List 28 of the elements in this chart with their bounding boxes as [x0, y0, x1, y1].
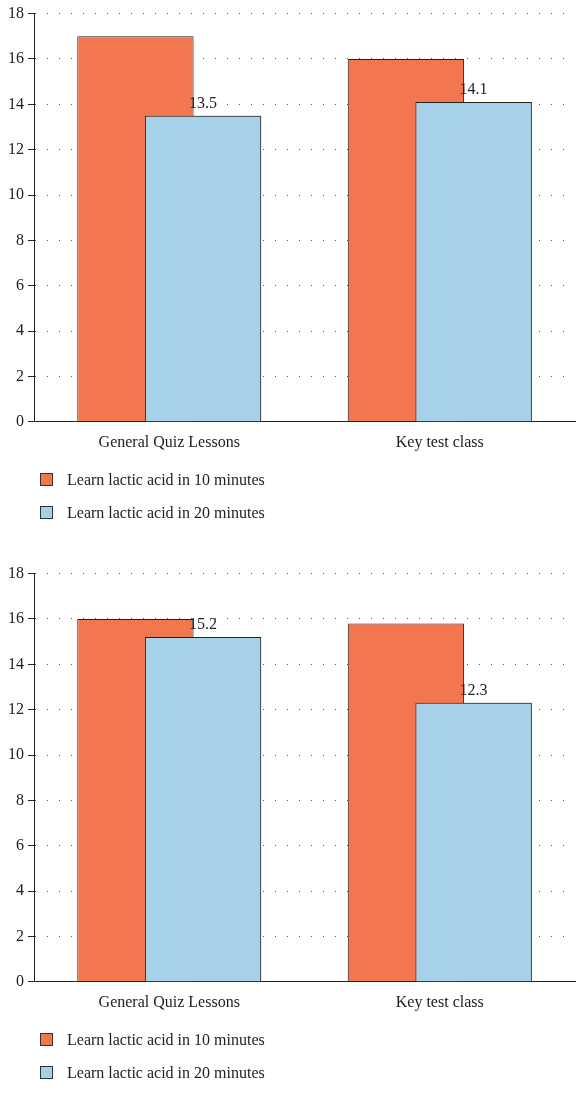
y-tick-label: 18: [8, 563, 24, 581]
y-tick-label: 12: [8, 699, 24, 717]
x-tick-label: Key test class: [395, 432, 484, 451]
y-tick-label: 14: [8, 654, 24, 672]
legend-label: Learn lactic acid in 10 minutes: [67, 1030, 265, 1049]
y-tick-label: 16: [8, 609, 24, 627]
x-tick-label: General Quiz Lessons: [98, 432, 240, 450]
y-tick-label: 10: [8, 745, 24, 763]
y-tick-label: 8: [16, 230, 24, 248]
y-tick-label: 4: [16, 321, 24, 339]
y-tick-label: 2: [16, 366, 24, 384]
legend-label: Learn lactic acid in 20 minutes: [67, 1063, 265, 1082]
y-tick-label: 18: [8, 3, 24, 21]
y-tick-label: 6: [16, 275, 24, 293]
y-tick-label: 8: [16, 790, 24, 808]
y-tick-label: 0: [16, 412, 24, 429]
legend-label: Learn lactic acid in 10 minutes: [67, 470, 265, 489]
y-tick-label: 14: [8, 94, 24, 112]
y-tick-label: 0: [16, 972, 24, 989]
y-tick-label: 6: [16, 835, 24, 853]
y-tick-label: 16: [8, 49, 24, 67]
y-tick-label: 4: [16, 881, 24, 899]
y-tick-label: 12: [8, 139, 24, 157]
x-tick-label: General Quiz Lessons: [98, 992, 240, 1010]
x-tick-label: Key test class: [395, 992, 484, 1011]
legend-label: Learn lactic acid in 20 minutes: [67, 503, 265, 522]
y-tick-label: 2: [16, 926, 24, 944]
y-tick-label: 10: [8, 185, 24, 203]
